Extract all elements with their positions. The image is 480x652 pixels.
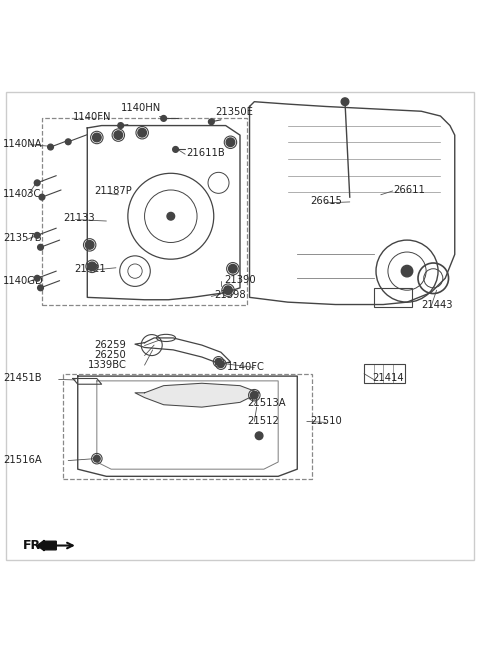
Circle shape [138, 128, 146, 137]
Text: 21611B: 21611B [187, 148, 225, 158]
Text: 1140GD: 1140GD [3, 276, 44, 286]
Text: 26250: 26250 [95, 349, 126, 360]
Circle shape [93, 133, 101, 141]
Circle shape [255, 432, 263, 439]
Circle shape [118, 123, 123, 128]
Circle shape [114, 131, 122, 140]
Circle shape [94, 455, 100, 462]
Circle shape [224, 286, 232, 295]
Circle shape [48, 144, 53, 150]
Circle shape [65, 139, 71, 145]
Circle shape [215, 359, 222, 365]
Circle shape [228, 265, 237, 273]
Circle shape [208, 119, 214, 125]
Circle shape [161, 115, 167, 121]
Text: 21390: 21390 [225, 274, 256, 285]
Bar [364, 364, 405, 383]
Circle shape [401, 265, 413, 277]
Text: 21516A: 21516A [3, 454, 42, 465]
Text: FR.: FR. [23, 539, 46, 552]
Circle shape [173, 147, 179, 153]
Text: 21350E: 21350E [215, 107, 253, 117]
Text: 21421: 21421 [74, 263, 106, 274]
Text: 21510: 21510 [311, 417, 342, 426]
Text: 26615: 26615 [311, 196, 343, 207]
Text: 1140FN: 1140FN [72, 111, 111, 122]
Circle shape [34, 233, 40, 238]
Text: 26259: 26259 [95, 340, 126, 349]
Text: 21513A: 21513A [247, 398, 286, 408]
Text: 21187P: 21187P [95, 186, 132, 196]
Circle shape [34, 180, 40, 186]
Circle shape [85, 241, 94, 249]
Bar [63, 374, 312, 479]
Circle shape [167, 213, 175, 220]
Text: 1140NA: 1140NA [3, 139, 43, 149]
Text: 21398: 21398 [214, 290, 246, 301]
Circle shape [34, 275, 40, 281]
Text: 21133: 21133 [63, 213, 95, 223]
Circle shape [37, 285, 43, 291]
Text: 21357B: 21357B [3, 233, 42, 243]
Bar [373, 288, 412, 307]
Text: 1339BC: 1339BC [87, 360, 126, 370]
Text: 21414: 21414 [372, 374, 404, 383]
Bar [42, 119, 247, 304]
Text: 11403C: 11403C [3, 189, 42, 200]
Polygon shape [135, 383, 259, 407]
FancyArrow shape [37, 541, 56, 551]
Text: 21451B: 21451B [3, 374, 42, 383]
Circle shape [37, 244, 43, 250]
Text: 1140HN: 1140HN [121, 103, 161, 113]
Text: 21512: 21512 [247, 417, 279, 426]
Circle shape [217, 361, 224, 368]
Circle shape [341, 98, 349, 106]
Text: 1140FC: 1140FC [227, 362, 264, 372]
Circle shape [226, 138, 235, 147]
Text: 21443: 21443 [421, 301, 453, 310]
Circle shape [251, 391, 258, 399]
Text: 26611: 26611 [394, 185, 426, 194]
Circle shape [88, 262, 96, 271]
Circle shape [39, 194, 45, 200]
